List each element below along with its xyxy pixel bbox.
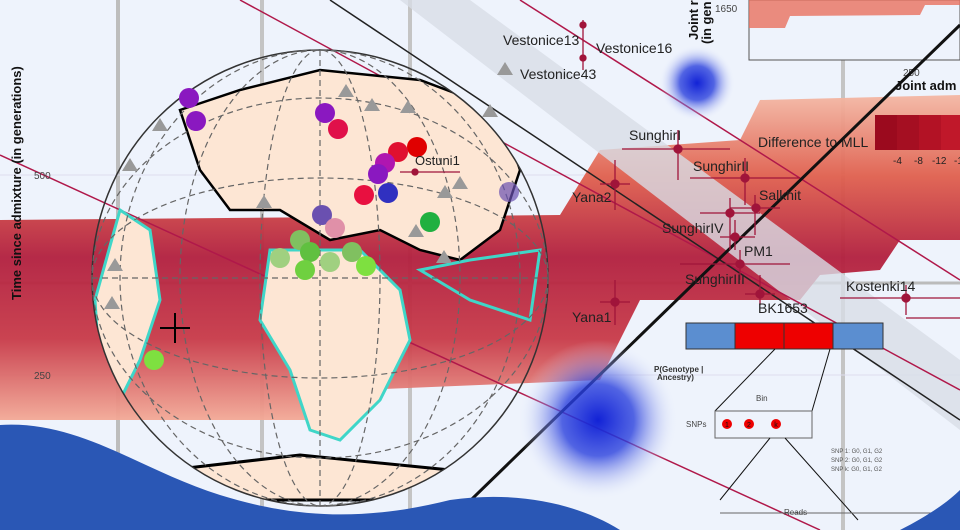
sample-label: SunghirII: [693, 158, 749, 174]
south-america-land: [93, 207, 162, 403]
inset-chart: 1650 250 Joint adm Joint r (in gen: [686, 0, 960, 93]
ancestry-diagram: P(Genotype | Ancestry) Bin SNPs 1 2 k SN…: [654, 322, 960, 521]
blue-wave-corner: [900, 490, 960, 530]
legend-tick: -1: [954, 156, 960, 167]
snps-label: SNPs: [686, 420, 706, 429]
snp-marker: 2: [747, 422, 751, 429]
snp-marker: 1: [725, 422, 729, 429]
snp-marker: k: [774, 422, 778, 429]
sample-label: Yana1: [572, 309, 612, 325]
legend-tick: -8: [914, 156, 923, 167]
left-axis-tick: 500: [34, 171, 51, 182]
left-axis-label: Time since admixture (in generations): [9, 66, 24, 300]
sample-label: Salkhit: [759, 187, 801, 203]
genotype-label: Ancestry): [657, 373, 694, 382]
sample-label: SunghirI: [629, 127, 681, 143]
inset-xlabel: Joint adm: [895, 78, 956, 93]
sample-label: SunghirIII: [685, 271, 745, 287]
sample-label: SunghirIV: [662, 220, 724, 236]
legend-tick: -12: [932, 156, 947, 167]
blue-wave: [0, 424, 620, 530]
left-axis-tick: 250: [34, 371, 51, 382]
legend-title: Difference to MLL: [758, 134, 868, 150]
genotype-label: P(Genotype |: [654, 365, 703, 374]
sample-label: Yana2: [572, 189, 612, 205]
snp-line: SNP k: G0, G1, G2: [831, 467, 883, 473]
inset-ylabel-2: (in gen: [699, 1, 714, 44]
bin-label: Bin: [756, 394, 768, 403]
blue-blob: [518, 340, 678, 500]
legend-tick: -4: [893, 156, 902, 167]
sample-markers: [104, 62, 519, 370]
left-axis: Time since admixture (in generations) 50…: [9, 66, 51, 382]
world-map-globe: [91, 49, 549, 507]
reads-label: Reads: [784, 508, 807, 517]
sample-label: Kostenki14: [846, 278, 915, 294]
sample-label: Vestonice13: [503, 32, 579, 48]
inset-ytick: 1650: [715, 4, 738, 15]
legend: Difference to MLL -4 -8 -12 -1: [758, 115, 960, 167]
sample-label: PM1: [744, 243, 773, 259]
sample-label: Ostuni1: [415, 153, 460, 168]
blue-blob: [659, 45, 735, 121]
sample-points: [400, 20, 960, 325]
sample-label: Vestonice43: [520, 66, 596, 82]
snp-line: SNP 2: G0, G1, G2: [831, 458, 883, 464]
antarctica-land: [168, 453, 506, 502]
sample-label: BK1653: [758, 300, 808, 316]
sample-labels: Vestonice13 Vestonice16 Vestonice43 Sung…: [415, 32, 915, 325]
snp-line: SNP 1: G0, G1, G2: [831, 449, 883, 455]
sample-label: Vestonice16: [596, 40, 672, 56]
inset-ylabel-1: Joint r: [686, 0, 701, 40]
